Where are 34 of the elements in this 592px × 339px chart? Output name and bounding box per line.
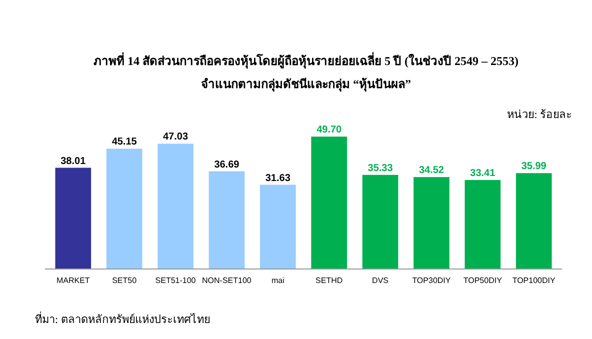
bar xyxy=(208,171,245,269)
bar xyxy=(55,168,92,269)
bar xyxy=(106,148,142,269)
x-tick-label: MARKET xyxy=(56,276,90,285)
bar xyxy=(260,184,296,269)
bar xyxy=(158,144,194,269)
x-tick-label: SET50 xyxy=(112,276,138,285)
bar xyxy=(362,174,398,269)
chart-title: ภาพที่ 14 สัดส่วนการถือครองหุ้นโดยผู้ถือหุ้นรายย่อยเฉลี่ย 5 ปี (ในช่วงปี 2549 – 2553) xyxy=(94,52,518,69)
x-tick-label: DVS xyxy=(372,276,389,285)
data-label: 47.03 xyxy=(163,132,188,143)
data-label: 35.99 xyxy=(521,161,547,172)
data-label: 34.52 xyxy=(418,165,444,176)
x-tick-label: mai xyxy=(271,276,285,285)
x-tick-label: NON-SET100 xyxy=(202,276,252,285)
bar xyxy=(414,177,450,269)
bar xyxy=(464,180,501,269)
data-label: 33.41 xyxy=(470,168,496,180)
data-label: 49.70 xyxy=(316,124,342,136)
x-tick-label: SET51-100 xyxy=(155,276,196,285)
data-label: 38.01 xyxy=(60,156,86,167)
text: หน่วย: ร้อยละ xyxy=(507,109,572,121)
data-label: 31.63 xyxy=(265,172,291,184)
chart-subtitle: จำแนกตามกลุ่มดัชนีและกลุ่ม “หุ้นปันผล” xyxy=(201,77,411,92)
text: ที่มา: ตลาดหลักทรัพย์แห่งประเทศไทย xyxy=(35,311,210,326)
x-tick-label: TOP50DIY xyxy=(463,276,503,285)
x-tick-label: TOP100DIY xyxy=(512,276,556,285)
data-label: 35.33 xyxy=(368,162,394,174)
x-tick-label: SETHD xyxy=(316,276,343,285)
x-tick-label: TOP30DIY xyxy=(412,276,452,285)
bar xyxy=(516,173,552,269)
data-label: 36.69 xyxy=(214,159,240,170)
bar xyxy=(311,136,348,269)
data-label: 45.15 xyxy=(112,136,138,148)
